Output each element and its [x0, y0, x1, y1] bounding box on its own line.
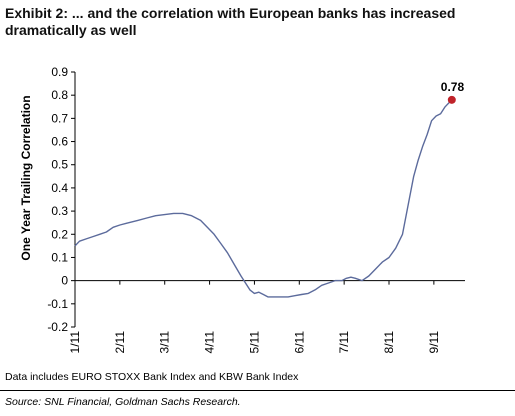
x-axis-ticks: 1/11 2/11 3/11 4/11 5/11 6/11 7/11 8/11 9/11 — [68, 280, 441, 354]
y-tick-label: 0.3 — [51, 204, 68, 218]
x-tick-label: 2/11 — [113, 331, 127, 354]
x-tick-label: 9/11 — [427, 331, 441, 354]
chart-title: Exhibit 2: ... and the correlation with … — [5, 5, 510, 39]
x-tick-label: 6/11 — [292, 331, 306, 354]
y-tick-label: 0.4 — [51, 181, 68, 195]
last-value-marker — [447, 95, 456, 104]
y-axis-label: One Year Trailing Correlation — [19, 95, 33, 260]
x-tick-label: 4/11 — [203, 331, 217, 354]
y-tick-label: 0.2 — [51, 227, 68, 241]
x-tick-label: 7/11 — [337, 331, 351, 354]
correlation-series-line — [74, 99, 453, 298]
y-tick-label: 0.7 — [51, 111, 68, 125]
divider — [0, 390, 515, 391]
data-note: Data includes EURO STOXX Bank Index and … — [5, 371, 299, 383]
x-tick-label: 5/11 — [247, 331, 261, 354]
y-tick-label: 0.9 — [51, 65, 68, 79]
source-note: Source: SNL Financial, Goldman Sachs Res… — [5, 396, 241, 408]
chart-axes — [74, 72, 465, 327]
y-tick-label: 0.5 — [51, 158, 68, 172]
correlation-chart: 0.9 0.8 0.7 0.6 0.5 0.4 0.3 0.2 0.1 0 -0.1 -0.2 1/1… — [19, 65, 465, 354]
last-value-label: 0.78 — [441, 80, 465, 94]
y-tick-label: 0 — [61, 274, 68, 288]
y-tick-label: 0.8 — [51, 88, 68, 102]
y-tick-label: 0.6 — [51, 135, 68, 149]
y-tick-label: 0.1 — [51, 250, 68, 264]
series-group — [74, 99, 453, 298]
x-tick-label: 3/11 — [158, 331, 172, 354]
y-axis-ticks: 0.9 0.8 0.7 0.6 0.5 0.4 0.3 0.2 0.1 0 -0.1 -0.2 — [47, 65, 75, 334]
y-tick-label: -0.2 — [47, 320, 68, 334]
y-tick-label: -0.1 — [47, 297, 68, 311]
x-tick-label: 8/11 — [382, 331, 396, 354]
annotation-group: 0.78 — [441, 80, 465, 104]
x-tick-label: 1/11 — [68, 331, 82, 354]
chart-title-line-1: Exhibit 2: ... and the correlation with … — [5, 5, 456, 21]
chart-title-line-2: dramatically as well — [5, 22, 137, 38]
